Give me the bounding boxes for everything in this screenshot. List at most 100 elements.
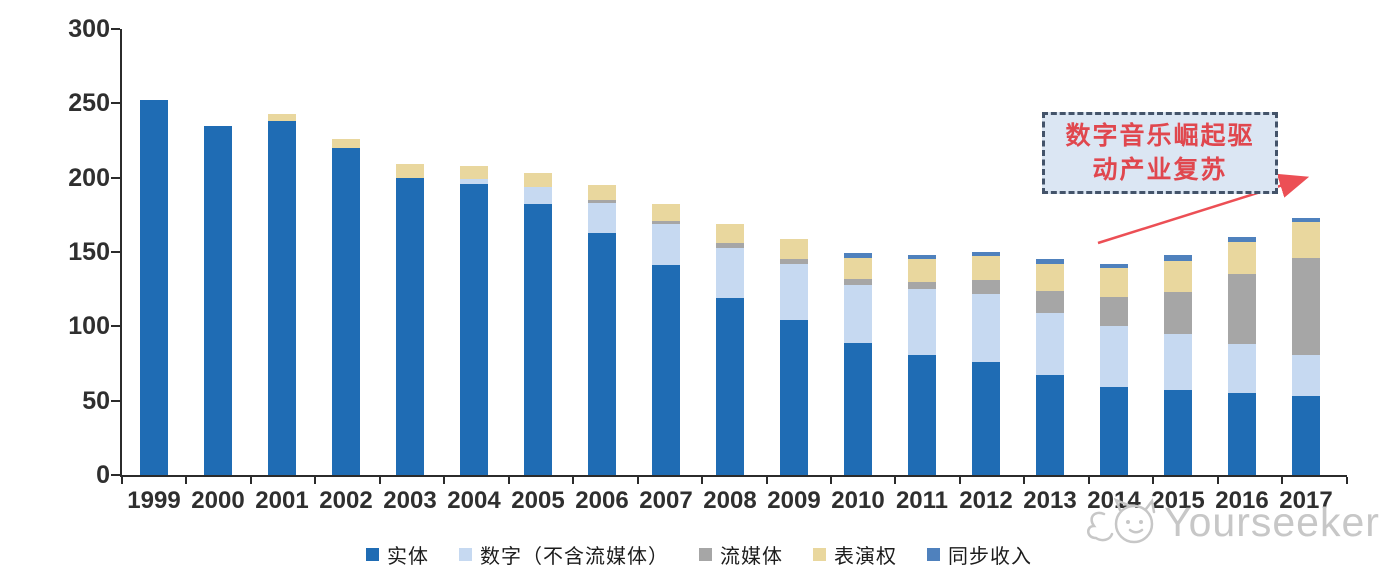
bar-segment-2017-s0 bbox=[1292, 396, 1320, 475]
x-axis-label-2002: 2002 bbox=[319, 487, 373, 514]
bar-segment-2013-s3 bbox=[1036, 263, 1064, 291]
y-axis-tick bbox=[111, 399, 120, 402]
y-axis-label: 50 bbox=[82, 386, 110, 415]
bar-segment-2011-s3 bbox=[908, 259, 936, 282]
bar-segment-2016-s3 bbox=[1228, 241, 1256, 275]
x-axis-line bbox=[120, 475, 1347, 477]
bar-segment-2013-s2 bbox=[1036, 290, 1064, 313]
bar-segment-2011-s2 bbox=[908, 281, 936, 290]
x-axis-label-2012: 2012 bbox=[959, 487, 1013, 514]
legend-swatch-performance-rights bbox=[813, 548, 826, 561]
bar-segment-2003-s3 bbox=[396, 164, 424, 178]
x-axis-label-2016: 2016 bbox=[1215, 487, 1269, 514]
y-axis-tick bbox=[111, 325, 120, 328]
legend-item-performance-rights: 表演权 bbox=[813, 540, 897, 569]
bar-segment-2015-s0 bbox=[1164, 390, 1192, 475]
x-axis-tick bbox=[1216, 477, 1219, 484]
bar-segment-2006-s3 bbox=[588, 185, 616, 200]
bar-segment-2014-s2 bbox=[1100, 296, 1128, 327]
bar-segment-2000-s0 bbox=[204, 125, 232, 475]
x-axis-label-2007: 2007 bbox=[639, 487, 693, 514]
x-axis-tick bbox=[701, 477, 704, 484]
x-axis-label-2006: 2006 bbox=[575, 487, 629, 514]
bar-segment-2005-s0 bbox=[524, 204, 552, 475]
bar-segment-2012-s3 bbox=[972, 256, 1000, 281]
legend-swatch-sync-revenue bbox=[927, 548, 940, 561]
x-axis-label-2000: 2000 bbox=[191, 487, 245, 514]
annotation-callout: 数字音乐崛起驱 动产业复苏 bbox=[1042, 112, 1278, 194]
legend-swatch-streaming bbox=[699, 548, 712, 561]
x-axis-tick bbox=[1087, 477, 1090, 484]
y-axis-label: 200 bbox=[68, 163, 110, 192]
y-axis-label: 150 bbox=[68, 238, 110, 266]
bar-segment-2013-s1 bbox=[1036, 312, 1064, 376]
bar-segment-2006-s2 bbox=[588, 199, 616, 203]
legend-item-digital-excl-streaming: 数字（不含流媒体） bbox=[459, 540, 669, 569]
x-axis-label-2011: 2011 bbox=[895, 487, 949, 514]
bar-segment-2009-s1 bbox=[780, 263, 808, 321]
bar-segment-2011-s4 bbox=[908, 254, 936, 260]
x-axis-label-2003: 2003 bbox=[383, 487, 437, 514]
bar-segment-2011-s1 bbox=[908, 289, 936, 355]
bar-segment-2012-s4 bbox=[972, 252, 1000, 257]
bar-segment-2007-s1 bbox=[652, 223, 680, 266]
y-axis-label: 100 bbox=[68, 312, 110, 341]
bar-segment-2014-s4 bbox=[1100, 263, 1128, 269]
y-axis-tick bbox=[111, 102, 120, 105]
bar-segment-2009-s0 bbox=[780, 320, 808, 475]
bar-segment-2004-s0 bbox=[460, 183, 488, 475]
x-axis-label-2013: 2013 bbox=[1023, 487, 1077, 514]
legend-item-streaming: 流媒体 bbox=[699, 540, 783, 569]
bar-segment-2008-s3 bbox=[716, 223, 744, 244]
x-axis-label-2017: 2017 bbox=[1279, 487, 1333, 514]
legend-label-streaming: 流媒体 bbox=[720, 546, 783, 568]
x-axis-tick bbox=[636, 477, 639, 484]
bar-segment-2007-s3 bbox=[652, 204, 680, 221]
x-axis-label-2001: 2001 bbox=[255, 487, 309, 514]
y-axis-label: 0 bbox=[96, 461, 110, 489]
y-axis-tick bbox=[111, 251, 120, 253]
bar-segment-2015-s1 bbox=[1164, 333, 1192, 391]
x-axis-tick bbox=[1281, 477, 1284, 484]
legend-item-sync-revenue: 同步收入 bbox=[927, 540, 1032, 569]
bar-segment-2012-s1 bbox=[972, 293, 1000, 362]
legend-swatch-physical bbox=[366, 548, 379, 561]
x-axis-tick bbox=[185, 477, 188, 484]
x-axis-tick bbox=[1345, 477, 1348, 484]
bar-segment-2001-s3 bbox=[268, 113, 296, 122]
bar-segment-2010-s3 bbox=[844, 257, 872, 279]
bar-segment-2009-s3 bbox=[780, 238, 808, 260]
x-axis-label-2014: 2014 bbox=[1087, 487, 1141, 514]
x-axis-label-1999: 1999 bbox=[127, 487, 181, 514]
x-axis-tick bbox=[249, 477, 252, 484]
annotation-text-line2: 动产业复苏 bbox=[1092, 156, 1228, 184]
annotation-text-line1: 数字音乐崛起驱 bbox=[1065, 122, 1255, 150]
bar-segment-2012-s2 bbox=[972, 280, 1000, 294]
bar-segment-2011-s0 bbox=[908, 354, 936, 475]
bar-segment-2016-s2 bbox=[1228, 274, 1256, 345]
watermark-text: Yourseeker bbox=[1164, 498, 1380, 545]
x-axis-tick bbox=[572, 477, 575, 484]
x-axis-tick bbox=[507, 477, 510, 484]
legend-swatch-digital-excl-streaming bbox=[459, 548, 472, 561]
legend-label-physical: 实体 bbox=[387, 546, 429, 568]
bar-segment-1999-s0 bbox=[140, 100, 168, 475]
bar-segment-2009-s2 bbox=[780, 259, 808, 264]
bar-segment-2008-s0 bbox=[716, 298, 744, 475]
bar-segment-2002-s3 bbox=[332, 139, 360, 148]
bar-segment-2008-s2 bbox=[716, 243, 744, 248]
bar-segment-2010-s1 bbox=[844, 284, 872, 343]
bar-segment-2002-s0 bbox=[332, 147, 360, 475]
bar-segment-2005-s3 bbox=[524, 173, 552, 187]
bar-segment-2015-s4 bbox=[1164, 254, 1192, 261]
bar-segment-2017-s3 bbox=[1292, 222, 1320, 258]
bar-segment-2016-s0 bbox=[1228, 393, 1256, 475]
bar-segment-2013-s0 bbox=[1036, 375, 1064, 475]
bar-segment-2008-s1 bbox=[716, 247, 744, 299]
y-axis-tick bbox=[111, 176, 120, 179]
bar-segment-2007-s2 bbox=[652, 220, 680, 224]
bar-segment-2014-s3 bbox=[1100, 268, 1128, 297]
bar-segment-2004-s1 bbox=[460, 179, 488, 184]
x-axis-label-2005: 2005 bbox=[511, 487, 565, 514]
